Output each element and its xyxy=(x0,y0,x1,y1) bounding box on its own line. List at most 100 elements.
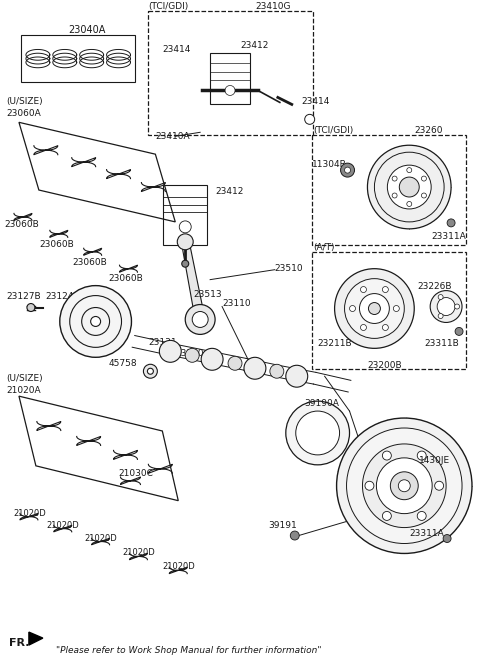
Circle shape xyxy=(185,304,215,334)
Text: 23311B: 23311B xyxy=(424,339,459,349)
Circle shape xyxy=(407,202,412,206)
Circle shape xyxy=(335,269,414,349)
Text: "Please refer to Work Shop Manual for further information": "Please refer to Work Shop Manual for fu… xyxy=(56,646,321,655)
Circle shape xyxy=(177,234,193,250)
Circle shape xyxy=(417,511,426,521)
Circle shape xyxy=(374,152,444,222)
Circle shape xyxy=(443,534,451,542)
Text: 23124B: 23124B xyxy=(46,291,80,301)
Text: 23414: 23414 xyxy=(162,45,191,53)
Circle shape xyxy=(407,167,412,173)
Circle shape xyxy=(192,312,208,328)
Text: 23060B: 23060B xyxy=(39,240,73,249)
Text: 23040A: 23040A xyxy=(69,25,106,35)
Circle shape xyxy=(27,304,35,312)
Text: 21030C: 21030C xyxy=(119,469,154,478)
Text: 21020D: 21020D xyxy=(13,509,46,518)
Circle shape xyxy=(179,221,191,233)
Circle shape xyxy=(60,285,132,357)
Circle shape xyxy=(270,364,284,378)
Circle shape xyxy=(399,177,419,197)
Text: 23510: 23510 xyxy=(275,264,303,273)
Circle shape xyxy=(383,511,391,521)
Text: (U/SIZE): (U/SIZE) xyxy=(6,98,43,107)
Circle shape xyxy=(369,302,380,314)
Circle shape xyxy=(286,401,349,465)
Text: 23311A: 23311A xyxy=(409,529,444,538)
Circle shape xyxy=(417,451,426,460)
Circle shape xyxy=(185,349,199,362)
Text: 23412: 23412 xyxy=(215,187,243,196)
Circle shape xyxy=(438,295,443,300)
Circle shape xyxy=(360,324,366,330)
Text: 23410G: 23410G xyxy=(255,2,290,11)
Circle shape xyxy=(182,260,189,267)
Circle shape xyxy=(368,145,451,229)
Circle shape xyxy=(455,328,463,335)
Circle shape xyxy=(159,341,181,362)
Text: 39190A: 39190A xyxy=(305,399,339,408)
Bar xyxy=(21,35,135,82)
Text: (U/SIZE): (U/SIZE) xyxy=(6,374,43,384)
Text: 21020A: 21020A xyxy=(6,386,41,395)
Text: FR.: FR. xyxy=(9,638,29,648)
Text: 23410A: 23410A xyxy=(156,132,190,141)
Circle shape xyxy=(387,165,431,209)
Text: 45758: 45758 xyxy=(108,359,137,368)
Circle shape xyxy=(365,481,374,490)
Text: 23260: 23260 xyxy=(414,127,443,135)
Circle shape xyxy=(383,287,388,293)
Text: 21020D: 21020D xyxy=(84,534,118,542)
Circle shape xyxy=(421,176,426,181)
Circle shape xyxy=(147,368,154,374)
Text: (TCI/GDI): (TCI/GDI) xyxy=(148,2,189,11)
Circle shape xyxy=(360,293,389,324)
Circle shape xyxy=(144,364,157,378)
Text: 23226B: 23226B xyxy=(417,281,452,291)
Circle shape xyxy=(347,428,462,544)
Text: 23060B: 23060B xyxy=(108,273,144,283)
Circle shape xyxy=(286,365,308,387)
Circle shape xyxy=(392,193,397,198)
Circle shape xyxy=(376,458,432,513)
Circle shape xyxy=(345,167,350,173)
Circle shape xyxy=(91,316,101,326)
Bar xyxy=(148,11,312,135)
Circle shape xyxy=(336,418,472,554)
Circle shape xyxy=(296,411,339,455)
Text: 23110: 23110 xyxy=(222,299,251,308)
Text: 23412: 23412 xyxy=(240,41,268,49)
Bar xyxy=(312,135,466,244)
Circle shape xyxy=(392,176,397,181)
Circle shape xyxy=(290,531,299,540)
Text: (A/T): (A/T) xyxy=(314,243,335,252)
Bar xyxy=(210,53,250,104)
Text: 23513: 23513 xyxy=(193,289,222,299)
Text: (TCI/GDI): (TCI/GDI) xyxy=(314,127,354,135)
Circle shape xyxy=(430,291,462,322)
Circle shape xyxy=(435,481,444,490)
Polygon shape xyxy=(181,242,205,320)
Text: 23127B: 23127B xyxy=(6,291,41,301)
Circle shape xyxy=(398,480,410,492)
Circle shape xyxy=(349,306,356,312)
Text: 23060B: 23060B xyxy=(4,220,39,229)
Circle shape xyxy=(390,472,418,500)
Text: 23211B: 23211B xyxy=(318,339,352,349)
Circle shape xyxy=(447,219,455,227)
Text: 23414: 23414 xyxy=(302,98,330,107)
Text: 23311A: 23311A xyxy=(431,232,466,241)
Circle shape xyxy=(345,279,404,338)
Circle shape xyxy=(228,357,242,370)
Circle shape xyxy=(438,314,443,318)
Text: 23131: 23131 xyxy=(148,338,177,347)
Circle shape xyxy=(360,287,366,293)
Circle shape xyxy=(455,304,459,309)
Text: 21020D: 21020D xyxy=(47,521,80,530)
Circle shape xyxy=(244,357,266,379)
Circle shape xyxy=(225,86,235,96)
Circle shape xyxy=(383,324,388,330)
Bar xyxy=(312,252,466,369)
Text: 21020D: 21020D xyxy=(122,548,155,558)
Text: 23200B: 23200B xyxy=(368,361,402,370)
